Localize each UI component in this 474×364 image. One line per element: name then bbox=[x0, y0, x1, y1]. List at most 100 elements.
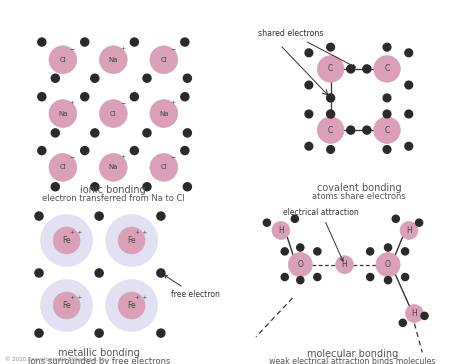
Circle shape bbox=[383, 94, 391, 102]
Circle shape bbox=[183, 129, 191, 137]
Text: molecular bonding: molecular bonding bbox=[307, 349, 398, 359]
Circle shape bbox=[305, 49, 313, 57]
Circle shape bbox=[95, 269, 103, 277]
Circle shape bbox=[35, 212, 43, 220]
Circle shape bbox=[38, 147, 46, 155]
Text: H: H bbox=[342, 260, 347, 269]
Circle shape bbox=[366, 248, 374, 255]
Circle shape bbox=[35, 269, 43, 277]
Circle shape bbox=[106, 280, 158, 332]
Circle shape bbox=[401, 248, 409, 255]
Text: electron transferred from Na to Cl: electron transferred from Na to Cl bbox=[42, 194, 185, 203]
Circle shape bbox=[143, 129, 151, 137]
Circle shape bbox=[305, 142, 313, 150]
Circle shape bbox=[157, 269, 165, 277]
Circle shape bbox=[38, 93, 46, 101]
Text: weak electrical attraction binds molecules: weak electrical attraction binds molecul… bbox=[269, 357, 436, 364]
Circle shape bbox=[281, 248, 288, 255]
Circle shape bbox=[157, 329, 165, 337]
Circle shape bbox=[118, 227, 145, 254]
Text: ionic bonding: ionic bonding bbox=[81, 185, 146, 195]
Circle shape bbox=[100, 46, 127, 74]
Circle shape bbox=[81, 147, 89, 155]
Text: Fe: Fe bbox=[62, 301, 71, 310]
Text: −: − bbox=[70, 46, 75, 51]
Text: O: O bbox=[297, 260, 303, 269]
Circle shape bbox=[100, 100, 127, 127]
Circle shape bbox=[91, 183, 99, 191]
Text: C: C bbox=[384, 64, 390, 74]
Circle shape bbox=[53, 292, 80, 319]
Text: H: H bbox=[278, 226, 284, 235]
Text: H: H bbox=[411, 309, 417, 318]
Circle shape bbox=[399, 319, 406, 327]
Text: −: − bbox=[120, 100, 125, 105]
Circle shape bbox=[150, 46, 178, 74]
Circle shape bbox=[317, 117, 344, 143]
Circle shape bbox=[130, 38, 138, 46]
Circle shape bbox=[38, 38, 46, 46]
Circle shape bbox=[374, 117, 401, 143]
Text: Na: Na bbox=[109, 165, 118, 170]
Text: C: C bbox=[328, 126, 333, 135]
Circle shape bbox=[405, 81, 413, 89]
Circle shape bbox=[51, 183, 59, 191]
Circle shape bbox=[374, 56, 401, 82]
Text: + +: + + bbox=[135, 295, 147, 300]
Text: Cl: Cl bbox=[160, 57, 167, 63]
Text: +: + bbox=[120, 46, 125, 51]
Text: Fe: Fe bbox=[128, 301, 136, 310]
Text: C: C bbox=[384, 126, 390, 135]
Circle shape bbox=[49, 46, 77, 74]
Circle shape bbox=[49, 100, 77, 127]
Circle shape bbox=[305, 81, 313, 89]
Circle shape bbox=[41, 280, 92, 332]
Circle shape bbox=[347, 65, 355, 73]
Circle shape bbox=[95, 329, 103, 337]
Circle shape bbox=[421, 312, 428, 320]
Circle shape bbox=[91, 129, 99, 137]
Circle shape bbox=[401, 273, 409, 281]
Circle shape bbox=[150, 100, 178, 127]
Text: Fe: Fe bbox=[128, 236, 136, 245]
Text: free electron: free electron bbox=[164, 275, 219, 300]
Text: covalent bonding: covalent bonding bbox=[317, 183, 401, 193]
Circle shape bbox=[327, 146, 335, 153]
Text: shared electrons: shared electrons bbox=[258, 29, 356, 67]
Text: Cl: Cl bbox=[60, 165, 66, 170]
Circle shape bbox=[130, 93, 138, 101]
Text: −: − bbox=[70, 154, 75, 159]
Circle shape bbox=[81, 93, 89, 101]
Circle shape bbox=[35, 329, 43, 337]
Circle shape bbox=[383, 110, 391, 118]
Text: Cl: Cl bbox=[160, 165, 167, 170]
Circle shape bbox=[297, 244, 304, 251]
Text: −: − bbox=[171, 154, 176, 159]
Circle shape bbox=[400, 222, 418, 240]
Circle shape bbox=[181, 93, 189, 101]
Circle shape bbox=[106, 214, 158, 266]
Circle shape bbox=[183, 183, 191, 191]
Text: atoms share electrons: atoms share electrons bbox=[312, 192, 406, 201]
Text: H: H bbox=[406, 226, 412, 235]
Circle shape bbox=[91, 74, 99, 82]
Text: +: + bbox=[171, 100, 176, 105]
Circle shape bbox=[405, 110, 413, 118]
Circle shape bbox=[157, 212, 165, 220]
Text: −: − bbox=[171, 46, 176, 51]
Circle shape bbox=[363, 126, 371, 134]
Circle shape bbox=[327, 110, 335, 118]
Circle shape bbox=[272, 222, 290, 240]
Circle shape bbox=[405, 305, 423, 323]
Text: Cl: Cl bbox=[110, 111, 117, 116]
Circle shape bbox=[53, 227, 80, 254]
Circle shape bbox=[181, 38, 189, 46]
Circle shape bbox=[143, 183, 151, 191]
Text: ions surrounded by free electrons: ions surrounded by free electrons bbox=[28, 357, 170, 364]
Text: Fe: Fe bbox=[62, 236, 71, 245]
Circle shape bbox=[305, 110, 313, 118]
Circle shape bbox=[143, 74, 151, 82]
Circle shape bbox=[366, 273, 374, 281]
Circle shape bbox=[264, 219, 271, 226]
Text: electrical attraction: electrical attraction bbox=[283, 208, 359, 261]
